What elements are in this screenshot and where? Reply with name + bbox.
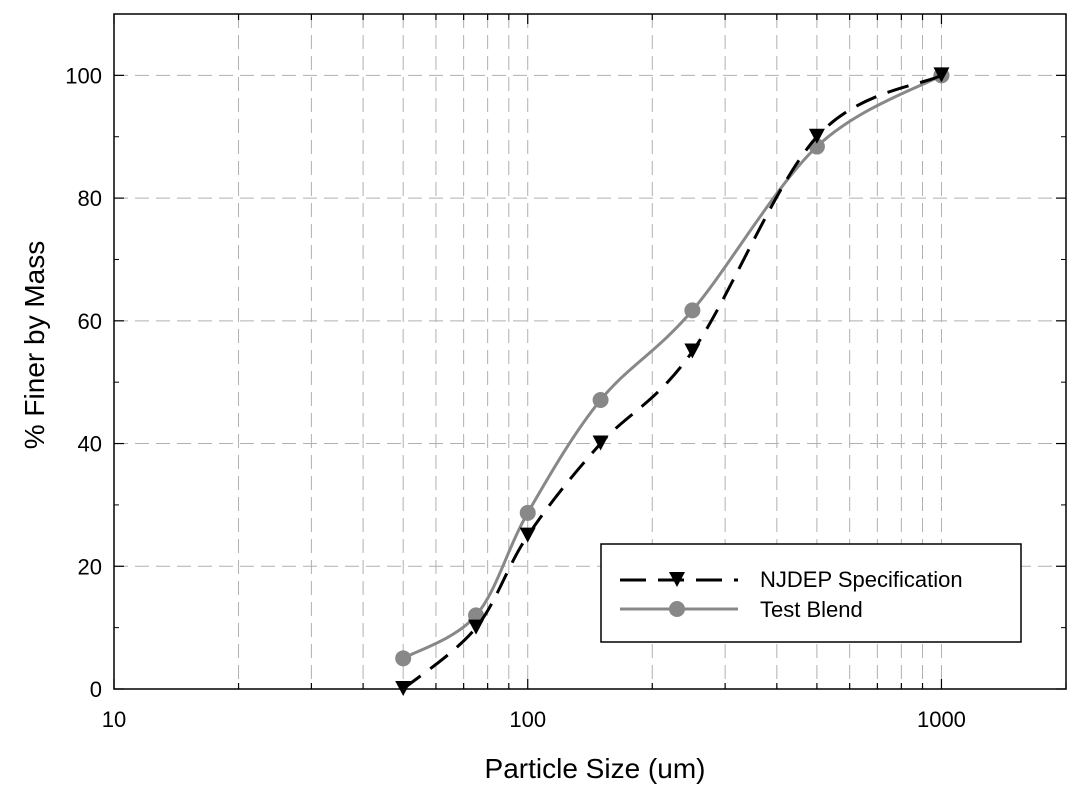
x-tick-label: 10 <box>102 707 126 732</box>
y-axis-label: % Finer by Mass <box>19 241 50 450</box>
data-point-njdep-specification <box>933 67 950 83</box>
legend-box <box>600 543 1022 643</box>
data-point-test-blend <box>468 607 485 624</box>
x-axis-label: Particle Size (um) <box>485 753 706 784</box>
data-point-njdep-specification <box>808 128 825 144</box>
data-point-njdep-specification <box>684 343 701 359</box>
y-tick-label: 100 <box>65 63 102 88</box>
legend-label-test-blend: Test Blend <box>760 597 863 622</box>
y-tick-label: 40 <box>78 432 102 457</box>
legend-item-njdep: NJDEP Specification <box>620 567 963 592</box>
data-point-test-blend <box>592 391 609 408</box>
plot-frame <box>113 13 1067 690</box>
data-point-test-blend <box>519 504 536 521</box>
axes <box>113 13 1067 690</box>
data-point-njdep-specification <box>592 435 609 451</box>
y-tick-label: 0 <box>90 677 102 702</box>
tick-labels: 0 20 40 60 80 100 10 100 1000 <box>65 63 966 732</box>
grid <box>114 14 1066 689</box>
data-point-test-blend <box>684 302 701 319</box>
series-group <box>395 67 950 696</box>
x-tick-label: 100 <box>509 707 546 732</box>
legend-marker-test-blend <box>669 601 685 617</box>
legend-marker-njdep <box>669 572 685 587</box>
y-tick-label: 80 <box>78 186 102 211</box>
y-tick-label: 60 <box>78 309 102 334</box>
data-point-test-blend <box>395 650 412 667</box>
data-point-njdep-specification <box>468 619 485 635</box>
legend-label-njdep: NJDEP Specification <box>760 567 963 592</box>
data-point-njdep-specification <box>395 681 412 696</box>
data-point-njdep-specification <box>519 527 536 543</box>
x-tick-label: 1000 <box>917 707 966 732</box>
legend-item-test-blend: Test Blend <box>620 597 863 622</box>
legend: NJDEP Specification Test Blend <box>600 543 1022 643</box>
y-tick-label: 20 <box>78 554 102 579</box>
